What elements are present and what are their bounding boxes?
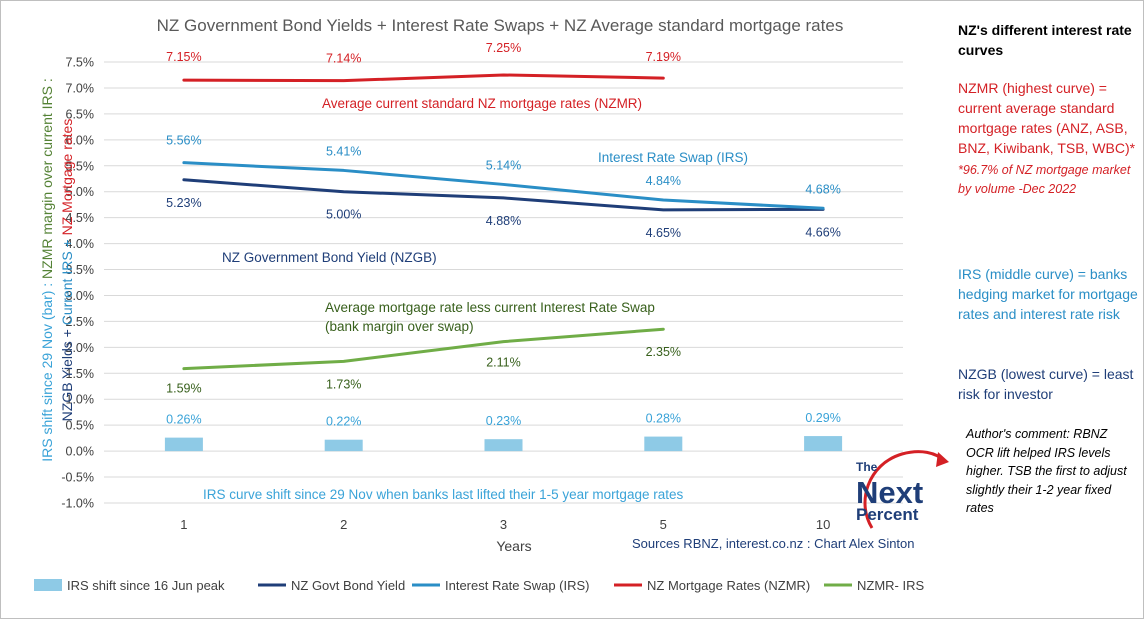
data-label: 5.00% [326, 208, 361, 222]
sidebar-nzmr-note: *96.7% of NZ mortgage market by volume -… [958, 163, 1131, 196]
series-line [182, 327, 665, 371]
data-label: 5.56% [166, 134, 201, 148]
data-label: 0.26% [166, 413, 201, 427]
series-line [182, 161, 825, 210]
bar [324, 439, 363, 452]
x-axis-label: Years [496, 538, 531, 554]
annotation-irs: Interest Rate Swap (IRS) [598, 150, 748, 165]
annotation-margin-line2: (bank margin over swap) [325, 319, 474, 334]
y-axis-label-part: NZGB Yields + [59, 325, 75, 421]
chart: NZ Government Bond Yields + Interest Rat… [34, 16, 924, 593]
annotation-sources: Sources RBNZ, interest.co.nz : Chart Ale… [632, 536, 915, 551]
y-axis-label-part: NZMR margin over current IRS : [39, 78, 55, 279]
data-label: 0.22% [326, 415, 361, 429]
annotation-nzgb: NZ Government Bond Yield (NZGB) [222, 250, 437, 265]
chart-title: NZ Government Bond Yields + Interest Rat… [157, 16, 844, 35]
data-label: 7.15% [166, 50, 201, 64]
y-axis-ticks: 7.5% 7.0% 6.5% 6.0% 5.5% 5.0% 4.5% 4.0% 3.5% 3.0%… [61, 56, 94, 511]
next-percent-logo: The Next Percent [856, 450, 949, 529]
x-axis-ticks: 1 2 3 5 10 [180, 517, 830, 532]
data-labels: 0.26% 0.22% 0.23% 0.28% 0.29% 5.23% 5.00% 4.88%… [166, 41, 841, 429]
annotation-margin-line1: Average mortgage rate less current Inter… [325, 300, 655, 315]
data-label: 5.23% [166, 196, 201, 210]
data-label: 0.23% [486, 414, 521, 428]
y-tick-label: 4.5% [66, 211, 95, 225]
x-tick-label: 2 [340, 517, 347, 532]
y-axis-label-part: Current IRS + [59, 235, 75, 325]
data-label: 7.19% [646, 50, 681, 64]
series-line [182, 73, 665, 83]
data-label: 4.88% [486, 214, 521, 228]
y-tick-label: 1.0% [66, 393, 95, 407]
data-label: 4.65% [646, 226, 681, 240]
data-label: 7.25% [486, 41, 521, 55]
bar [164, 437, 203, 452]
legend-entry: Interest Rate Swap (IRS) [445, 578, 590, 593]
y-tick-label: 3.0% [66, 289, 95, 303]
bar [484, 439, 523, 452]
series-line [182, 178, 825, 212]
data-label: 4.66% [805, 225, 840, 239]
x-tick-label: 10 [816, 517, 830, 532]
y-axis-label-part: IRS shift since 29 Nov (bar) : [39, 279, 55, 462]
logo-arrow-icon [936, 452, 949, 467]
y-tick-label: 7.0% [66, 81, 95, 95]
y-tick-label: 7.5% [66, 56, 95, 70]
data-label: 2.35% [646, 345, 681, 359]
y-tick-label: 5.5% [66, 159, 95, 173]
legend-entry: NZ Mortgage Rates (NZMR) [647, 578, 810, 593]
annotation-nzmr: Average current standard NZ mortgage rat… [322, 96, 642, 111]
bar [804, 436, 843, 452]
y-axis-label-primary: IRS shift since 29 Nov (bar) : NZMR marg… [39, 78, 55, 462]
legend-swatch [34, 579, 62, 591]
y-tick-label: 0.0% [66, 445, 95, 459]
data-label: 1.59% [166, 382, 201, 396]
x-tick-label: 3 [500, 517, 507, 532]
y-tick-label: 6.5% [66, 107, 95, 121]
data-label: 4.84% [646, 174, 681, 188]
sidebar-nzgb-text: NZGB (lowest curve) = least risk for inv… [958, 366, 1134, 402]
logo-text-next: Next [856, 475, 923, 510]
bar-series [164, 436, 843, 452]
data-label: 0.28% [646, 412, 681, 426]
data-label: 7.14% [326, 52, 361, 66]
y-tick-label: -1.0% [61, 497, 94, 511]
data-label: 2.11% [486, 356, 521, 370]
bar [644, 436, 683, 452]
y-tick-label: 2.0% [66, 341, 95, 355]
data-label: 5.41% [326, 144, 361, 158]
y-tick-label: 5.0% [66, 185, 95, 199]
x-tick-label: 1 [180, 517, 187, 532]
y-tick-label: 2.5% [66, 315, 95, 329]
legend-entry: NZ Govt Bond Yield [291, 578, 405, 593]
line-series [182, 73, 825, 371]
y-tick-label: 6.0% [66, 133, 95, 147]
data-label: 4.68% [805, 182, 840, 196]
chart-grid [104, 61, 903, 504]
y-tick-label: 4.0% [66, 237, 95, 251]
sidebar-irs-text: IRS (middle curve) = banks hedging marke… [958, 266, 1138, 322]
y-tick-label: 0.5% [66, 419, 95, 433]
legend-entry: NZMR- IRS [857, 578, 924, 593]
data-label: 1.73% [326, 377, 361, 391]
legend-entry: IRS shift since 16 Jun peak [67, 578, 225, 593]
data-label: 0.29% [805, 411, 840, 425]
logo-text-percent: Percent [856, 505, 919, 524]
y-tick-label: 3.5% [66, 263, 95, 277]
sidebar-title: NZ's different interest rate curves [958, 22, 1132, 58]
x-tick-label: 5 [660, 517, 667, 532]
logo-text-the: The [856, 460, 878, 474]
data-label: 5.14% [486, 158, 521, 172]
chart-legend: IRS shift since 16 Jun peak NZ Govt Bond … [34, 578, 924, 593]
sidebar-nzmr-text: NZMR (highest curve) = current average s… [958, 80, 1136, 156]
y-axis-label-part: NZ Mortgage rates [59, 119, 75, 236]
author-comment: Author's comment: RBNZ OCR lift helped I… [966, 427, 1127, 515]
y-axis-label-secondary: NZGB Yields + Current IRS + NZ Mortgage … [59, 119, 75, 422]
logo-swoosh [863, 450, 948, 529]
annotation-shift: IRS curve shift since 29 Nov when banks … [203, 487, 683, 502]
y-tick-label: 1.5% [66, 367, 95, 381]
y-tick-label: -0.5% [61, 471, 94, 485]
